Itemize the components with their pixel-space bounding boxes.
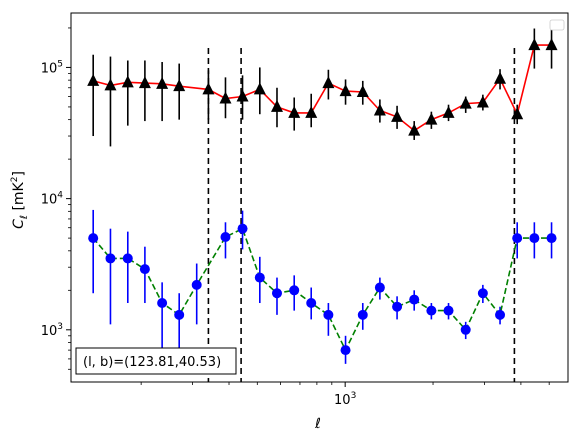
data-point-triangle — [545, 38, 558, 51]
data-point-circle — [88, 233, 99, 244]
data-point-triangle — [288, 105, 301, 118]
data-point-circle — [443, 305, 454, 316]
data-point-triangle — [270, 99, 283, 112]
annotation-frame — [75, 347, 237, 375]
data-point-triangle — [104, 78, 117, 91]
data-point-triangle — [138, 76, 151, 89]
series-1 — [88, 209, 557, 370]
data-point-triangle — [305, 105, 318, 118]
data-point-circle — [392, 301, 403, 312]
data-point-triangle — [425, 112, 438, 125]
data-point-triangle — [494, 71, 507, 84]
data-point-circle — [426, 305, 437, 316]
data-point-circle — [495, 309, 506, 320]
data-point-triangle — [121, 75, 134, 88]
data-point-triangle — [528, 38, 541, 51]
data-point-circle — [460, 324, 471, 335]
data-point-triangle — [156, 76, 169, 89]
data-point-triangle — [476, 95, 489, 108]
data-point-triangle — [253, 82, 266, 95]
data-point-circle — [254, 272, 265, 283]
data-point-circle — [409, 294, 420, 305]
data-point-triangle — [322, 76, 335, 89]
data-point-circle — [105, 253, 116, 264]
data-point-circle — [237, 223, 248, 234]
data-point-triangle — [339, 84, 352, 97]
data-point-circle — [191, 279, 202, 290]
data-point-circle — [306, 298, 317, 309]
data-point-triangle — [391, 109, 404, 122]
data-point-circle — [220, 231, 231, 242]
data-point-circle — [546, 233, 557, 244]
data-point-triangle — [236, 89, 249, 102]
data-point-triangle — [173, 79, 186, 92]
data-point-circle — [529, 233, 540, 244]
data-point-triangle — [219, 91, 232, 104]
data-point-circle — [323, 309, 334, 320]
data-point-circle — [357, 309, 368, 320]
data-point-triangle — [87, 73, 100, 86]
y-axis-label-text: Cℓ [mK2] — [10, 171, 30, 229]
series-line — [92, 227, 552, 352]
data-point-triangle — [408, 123, 421, 136]
y-axis-label: Cℓ [mK2] — [10, 171, 30, 229]
data-point-circle — [157, 298, 168, 309]
x-tick-label: 103 — [334, 391, 356, 408]
data-point-triangle — [442, 105, 455, 118]
ticks-layer: 103 104 105 103 — [41, 27, 550, 408]
data-point-circle — [289, 285, 300, 296]
data-point-circle — [340, 345, 351, 356]
data-point-circle — [374, 282, 385, 293]
data-point-triangle — [373, 103, 386, 116]
marks-layer — [87, 28, 558, 382]
x-axis-label-text: ℓ — [314, 416, 321, 432]
series-0 — [87, 28, 558, 147]
data-point-triangle — [202, 82, 215, 95]
data-point-triangle — [459, 96, 472, 109]
y-tick-label: 103 — [41, 322, 63, 339]
y-tick-label: 105 — [41, 59, 63, 76]
x-axis-label: ℓ — [314, 416, 321, 432]
data-point-circle — [512, 233, 523, 244]
annotation-text: (l, b)=(123.81,40.53) — [83, 355, 221, 370]
data-point-triangle — [356, 84, 369, 97]
data-point-circle — [139, 264, 150, 275]
data-point-triangle — [511, 107, 524, 120]
data-point-circle — [174, 309, 185, 320]
data-point-circle — [271, 288, 282, 299]
data-point-circle — [122, 253, 133, 264]
annotation-box: (l, b)=(123.81,40.53) — [75, 347, 237, 375]
legend-box — [549, 19, 565, 31]
data-point-circle — [477, 288, 488, 299]
plot-frame — [70, 12, 569, 383]
y-tick-label: 104 — [41, 191, 64, 208]
